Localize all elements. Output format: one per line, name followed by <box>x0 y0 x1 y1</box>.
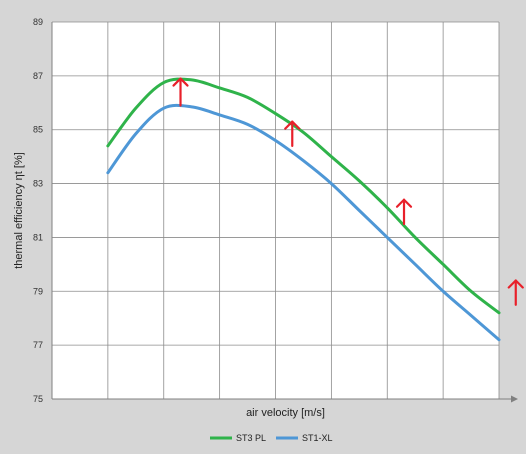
improvement-arrow <box>172 77 189 107</box>
y-tick-label: 87 <box>33 71 43 81</box>
x-axis-arrowhead <box>511 395 518 403</box>
legend-label-st3-pl: ST3 PL <box>236 433 266 443</box>
y-tick-label: 81 <box>33 232 43 242</box>
y-tick-label: 89 <box>33 17 43 27</box>
arrow-head <box>507 279 524 289</box>
legend-label-st1-xl: ST1-XL <box>302 433 333 443</box>
axes <box>51 22 518 403</box>
arrow-head <box>284 120 301 130</box>
y-tick-label: 85 <box>33 125 43 135</box>
legend: ST3 PL ST1-XL <box>210 433 333 443</box>
series-lines <box>106 77 501 342</box>
y-tick-label: 75 <box>33 394 43 404</box>
annotation-arrows <box>172 77 524 306</box>
y-tick-labels: 75 77 79 81 83 85 87 89 <box>33 17 43 404</box>
x-axis-title: air velocity [m/s] <box>246 407 325 419</box>
y-tick-label: 79 <box>33 286 43 296</box>
arrow-head <box>395 198 413 208</box>
improvement-arrow <box>395 198 413 226</box>
arrow-head <box>172 77 189 87</box>
series-line-st1-xl <box>106 103 501 342</box>
improvement-arrow <box>507 279 524 306</box>
y-tick-label: 77 <box>33 340 43 350</box>
gridlines <box>51 21 500 400</box>
improvement-arrow <box>284 120 301 147</box>
y-tick-label: 83 <box>33 179 43 189</box>
series-line-st3-pl <box>106 77 501 315</box>
y-axis-title: thermal efficiency ηt [%] <box>13 152 25 269</box>
